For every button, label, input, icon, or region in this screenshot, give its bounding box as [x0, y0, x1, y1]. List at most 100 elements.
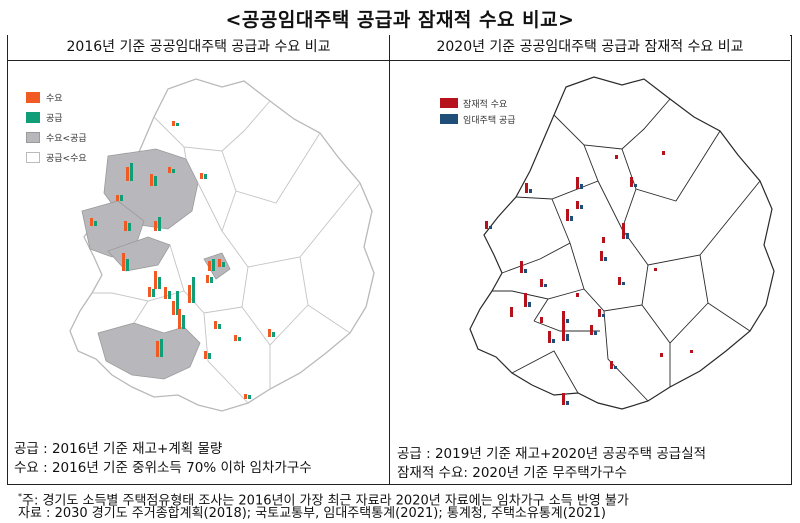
map-bar-mark	[485, 221, 488, 229]
legend-item: 임대주택 공급	[440, 111, 516, 127]
map-bar-mark	[154, 271, 157, 289]
map-bar-mark	[540, 317, 543, 323]
legend-item: 공급<수요	[26, 147, 87, 167]
map-bar-mark	[90, 218, 93, 226]
map-bar-mark	[528, 302, 531, 307]
province-outline	[469, 76, 775, 410]
map-bar-mark	[566, 209, 569, 221]
map-bar-mark	[562, 321, 565, 341]
map-bar-mark	[520, 261, 523, 273]
legend-item: 수요	[26, 87, 87, 107]
map-bar-mark	[630, 177, 633, 187]
map-bar-mark	[615, 155, 618, 159]
source-line: 자료 : 2030 경기도 주거종합계획(2018); 국토교통부, 임대주택통…	[18, 506, 606, 521]
map-bar-mark	[182, 315, 185, 329]
map-bar-mark	[172, 301, 175, 315]
map-bar-mark	[510, 307, 513, 317]
map-bar-mark	[548, 331, 551, 343]
map-bar-mark	[604, 257, 607, 261]
map-bar-mark	[602, 314, 605, 317]
map-bar-mark	[212, 259, 215, 271]
map-bar-mark	[200, 173, 203, 179]
map-bar-mark	[622, 223, 625, 239]
map-bar-mark	[238, 337, 241, 341]
map-bar-mark	[614, 366, 617, 369]
map-bar-mark	[244, 394, 247, 399]
right-panel-heading: 2020년 기준 공공임대주택 공급과 잠재적 수요 비교	[390, 35, 790, 61]
map-bar-mark	[116, 195, 119, 201]
map-bar-mark	[552, 339, 555, 343]
map-bar-mark	[156, 341, 159, 357]
map-bar-mark	[218, 259, 221, 267]
map-bar-mark	[272, 332, 275, 337]
map-bar-mark	[234, 335, 237, 341]
map-bar-mark	[618, 277, 621, 285]
right-map: 잠재적 수요 임대주택 공급	[390, 61, 790, 436]
map-bar-mark	[654, 268, 657, 271]
map-bar-mark	[148, 287, 151, 297]
left-panel-note: 공급 : 2016년 기준 재고+계획 물량 수요 : 2016년 기준 중위소…	[14, 440, 312, 478]
map-bar-mark	[126, 259, 129, 271]
map-bar-mark	[248, 395, 251, 399]
legend-swatch-demand-lt-supply	[26, 131, 40, 143]
legend-swatch-demand	[26, 91, 40, 103]
map-bar-mark	[622, 282, 625, 285]
map-bar-mark	[218, 324, 221, 329]
map-bar-mark	[580, 205, 583, 209]
map-bar-mark	[222, 262, 225, 267]
legend-label: 공급	[46, 113, 63, 124]
map-bar-mark	[130, 163, 133, 181]
legend-swatch-supply-lt-demand	[26, 151, 40, 163]
map-bar-mark	[576, 201, 579, 209]
note-line: 공급 : 2016년 기준 재고+계획 물량	[14, 441, 223, 457]
map-bar-mark	[566, 334, 569, 341]
map-bar-mark	[150, 174, 153, 186]
map-bar-mark	[562, 311, 565, 323]
map-bar-mark	[124, 221, 127, 231]
map-bar-mark	[268, 329, 271, 337]
legend-label: 공급<수요	[46, 153, 87, 164]
right-map-svg	[469, 76, 775, 410]
legend-swatch-supply	[26, 111, 40, 123]
map-bar-mark	[566, 319, 569, 323]
legend-label: 수요<공급	[46, 133, 87, 144]
shaded-region-south	[97, 322, 201, 380]
legend-label: 임대주택 공급	[463, 115, 516, 126]
map-bar-mark	[172, 121, 175, 126]
map-bar-mark	[626, 233, 629, 239]
map-bar-mark	[580, 184, 583, 189]
legend-swatch-potential-demand	[440, 98, 458, 108]
footnote-marker: *	[18, 492, 22, 501]
panel-divider	[389, 35, 390, 485]
map-bar-mark	[192, 277, 195, 303]
map-bar-mark	[570, 216, 573, 221]
legend-label: 잠재적 수요	[463, 99, 508, 110]
map-bar-mark	[594, 331, 597, 335]
map-bar-mark	[94, 221, 97, 226]
shaded-region-east	[203, 252, 231, 280]
right-legend: 잠재적 수요 임대주택 공급	[440, 95, 516, 127]
map-bar-mark	[544, 284, 547, 287]
map-bar-mark	[576, 177, 579, 189]
map-bar-mark	[176, 291, 179, 315]
map-bar-mark	[178, 309, 181, 329]
map-bar-mark	[662, 151, 665, 155]
map-bar-mark	[204, 174, 207, 179]
map-bar-mark	[128, 223, 131, 231]
right-panel-note: 공급 : 2019년 기준 재고+2020년 공공주택 공급실적 잠재적 수요:…	[397, 445, 706, 483]
note-line: 공급 : 2019년 기준 재고+2020년 공공주택 공급실적	[397, 446, 707, 462]
map-bar-mark	[164, 287, 167, 299]
legend-item: 잠재적 수요	[440, 95, 516, 111]
map-bar-mark	[600, 251, 603, 261]
map-bar-mark	[660, 353, 663, 357]
map-bar-mark	[176, 123, 179, 126]
note-line: 잠재적 수요: 2020년 기준 무주택가구수	[397, 465, 627, 481]
map-bar-mark	[210, 277, 213, 283]
map-bar-mark	[562, 393, 565, 405]
map-bar-mark	[524, 269, 527, 273]
map-bar-mark	[489, 226, 492, 229]
legend-label: 수요	[46, 93, 63, 104]
map-bar-mark	[610, 361, 613, 369]
map-bar-mark	[590, 325, 593, 335]
map-bar-mark	[634, 184, 637, 187]
